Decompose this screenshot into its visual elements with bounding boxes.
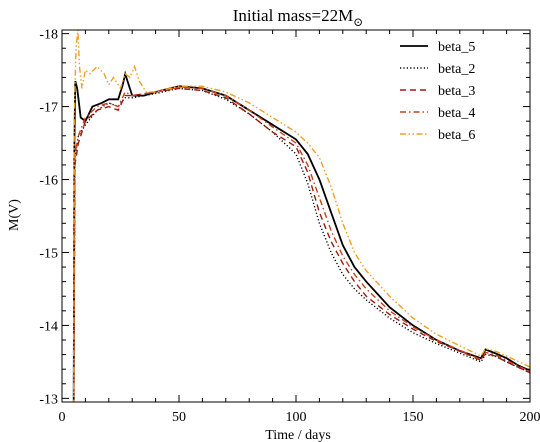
y-tick-label: -13 [39,392,58,407]
legend-label: beta_4 [438,106,475,121]
chart-title-subscript: ⊙ [353,15,363,29]
chart-title: Initial mass=22M⊙ [233,6,364,29]
legend-label: beta_3 [438,84,475,99]
y-tick-label: -17 [39,101,58,116]
series-lines [72,30,530,402]
legend-item-beta_5: beta_5 [400,40,475,55]
y-tick-label: -14 [39,319,58,334]
x-tick-label: 150 [403,410,424,425]
axes: 0 50 100 150 200 -13 -14 -15 -16 -17 -18 [39,28,540,425]
legend-item-beta_6: beta_6 [400,128,475,143]
y-tick-label: -15 [39,246,58,261]
chart-title-main: Initial mass=22M [233,6,354,25]
x-tick-label: 100 [286,410,307,425]
series-line-beta_5 [72,70,530,402]
x-axis-label: Time / days [265,428,331,442]
legend-label: beta_5 [438,40,475,55]
series-line-beta_6 [73,30,530,402]
y-tick-label: -18 [39,28,58,43]
legend-item-beta_3: beta_3 [400,84,475,99]
legend-item-beta_4: beta_4 [400,106,475,121]
x-tick-label: 50 [172,410,186,425]
legend-item-beta_2: beta_2 [400,62,475,77]
y-tick-label: -16 [39,174,58,189]
series-line-beta_3 [73,87,530,402]
legend-label: beta_6 [438,128,475,143]
x-tick-label: 200 [520,410,540,425]
plot-area [72,30,530,402]
legend-label: beta_2 [438,62,475,77]
y-axis-label: M(V) [7,199,22,231]
x-tick-label: 0 [59,410,66,425]
legend: beta_5 beta_2 beta_3 beta_4 beta_6 [400,40,475,143]
